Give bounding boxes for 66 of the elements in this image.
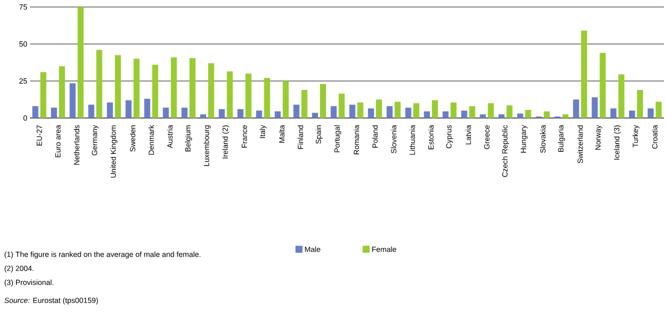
bar xyxy=(562,114,568,118)
bar xyxy=(226,71,233,118)
bar xyxy=(301,90,308,118)
bar xyxy=(330,106,337,118)
bar xyxy=(376,100,382,118)
bar xyxy=(282,81,289,118)
bar xyxy=(600,52,606,118)
bar xyxy=(200,114,206,118)
bar xyxy=(88,104,94,118)
bar xyxy=(40,72,46,118)
bar xyxy=(70,83,76,118)
bar xyxy=(573,100,580,118)
bar xyxy=(58,66,65,118)
bar xyxy=(488,103,494,118)
bar xyxy=(461,110,468,118)
bar xyxy=(114,55,121,118)
bar xyxy=(413,103,420,118)
bar xyxy=(525,110,532,118)
bar xyxy=(618,74,624,118)
bar xyxy=(637,90,644,118)
bar xyxy=(629,110,636,118)
bar xyxy=(357,102,364,118)
bar xyxy=(656,102,662,118)
bar xyxy=(237,109,244,118)
bar xyxy=(469,106,476,118)
bar xyxy=(424,111,430,118)
bar xyxy=(96,50,102,118)
bar xyxy=(134,58,140,118)
bar xyxy=(394,102,401,118)
bar xyxy=(218,109,225,118)
bar xyxy=(320,84,326,118)
bar xyxy=(480,114,486,118)
bar xyxy=(208,63,214,118)
bar xyxy=(274,111,281,118)
bar xyxy=(581,30,588,118)
bar xyxy=(152,64,158,118)
bar xyxy=(517,114,524,118)
bar xyxy=(405,108,412,118)
bar xyxy=(368,108,374,118)
bar xyxy=(245,74,252,118)
bar xyxy=(386,106,393,118)
bar xyxy=(610,108,616,118)
bar xyxy=(450,102,457,118)
bar xyxy=(498,114,505,118)
bar xyxy=(312,112,318,118)
bar xyxy=(144,98,150,118)
bar xyxy=(293,104,300,118)
bar xyxy=(648,108,654,118)
bar xyxy=(32,106,38,118)
bar xyxy=(162,108,169,118)
bar xyxy=(264,78,270,118)
bar xyxy=(592,97,598,118)
bar xyxy=(170,57,177,118)
bar xyxy=(78,7,84,118)
bar xyxy=(256,110,262,118)
bar xyxy=(442,111,449,118)
bar xyxy=(126,100,132,118)
bar xyxy=(189,58,196,118)
bar xyxy=(432,100,438,118)
bar xyxy=(349,104,356,118)
bar xyxy=(544,111,550,118)
bar xyxy=(50,108,57,118)
bar xyxy=(106,102,113,118)
bar xyxy=(338,94,345,118)
bar xyxy=(182,108,188,118)
bar xyxy=(506,105,512,118)
